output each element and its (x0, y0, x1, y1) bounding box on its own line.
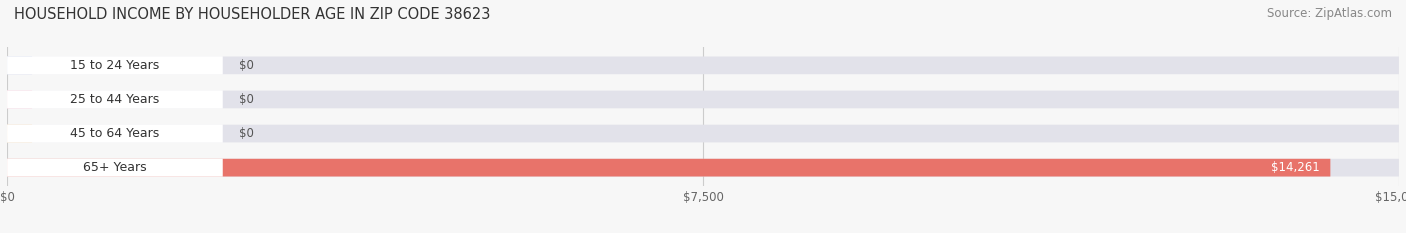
Text: $0: $0 (239, 93, 254, 106)
Text: HOUSEHOLD INCOME BY HOUSEHOLDER AGE IN ZIP CODE 38623: HOUSEHOLD INCOME BY HOUSEHOLDER AGE IN Z… (14, 7, 491, 22)
Text: $14,261: $14,261 (1271, 161, 1319, 174)
FancyBboxPatch shape (7, 91, 1399, 108)
FancyBboxPatch shape (7, 56, 222, 74)
FancyBboxPatch shape (7, 159, 222, 177)
Text: 65+ Years: 65+ Years (83, 161, 146, 174)
Text: $0: $0 (239, 59, 254, 72)
Text: 15 to 24 Years: 15 to 24 Years (70, 59, 159, 72)
Text: $0: $0 (239, 127, 254, 140)
FancyBboxPatch shape (7, 125, 32, 142)
Text: 25 to 44 Years: 25 to 44 Years (70, 93, 159, 106)
Text: Source: ZipAtlas.com: Source: ZipAtlas.com (1267, 7, 1392, 20)
FancyBboxPatch shape (7, 56, 32, 74)
FancyBboxPatch shape (7, 159, 1399, 177)
FancyBboxPatch shape (7, 124, 222, 143)
FancyBboxPatch shape (7, 159, 1330, 177)
FancyBboxPatch shape (7, 90, 222, 109)
FancyBboxPatch shape (7, 91, 32, 108)
FancyBboxPatch shape (7, 56, 1399, 74)
Text: 45 to 64 Years: 45 to 64 Years (70, 127, 159, 140)
FancyBboxPatch shape (7, 125, 1399, 142)
